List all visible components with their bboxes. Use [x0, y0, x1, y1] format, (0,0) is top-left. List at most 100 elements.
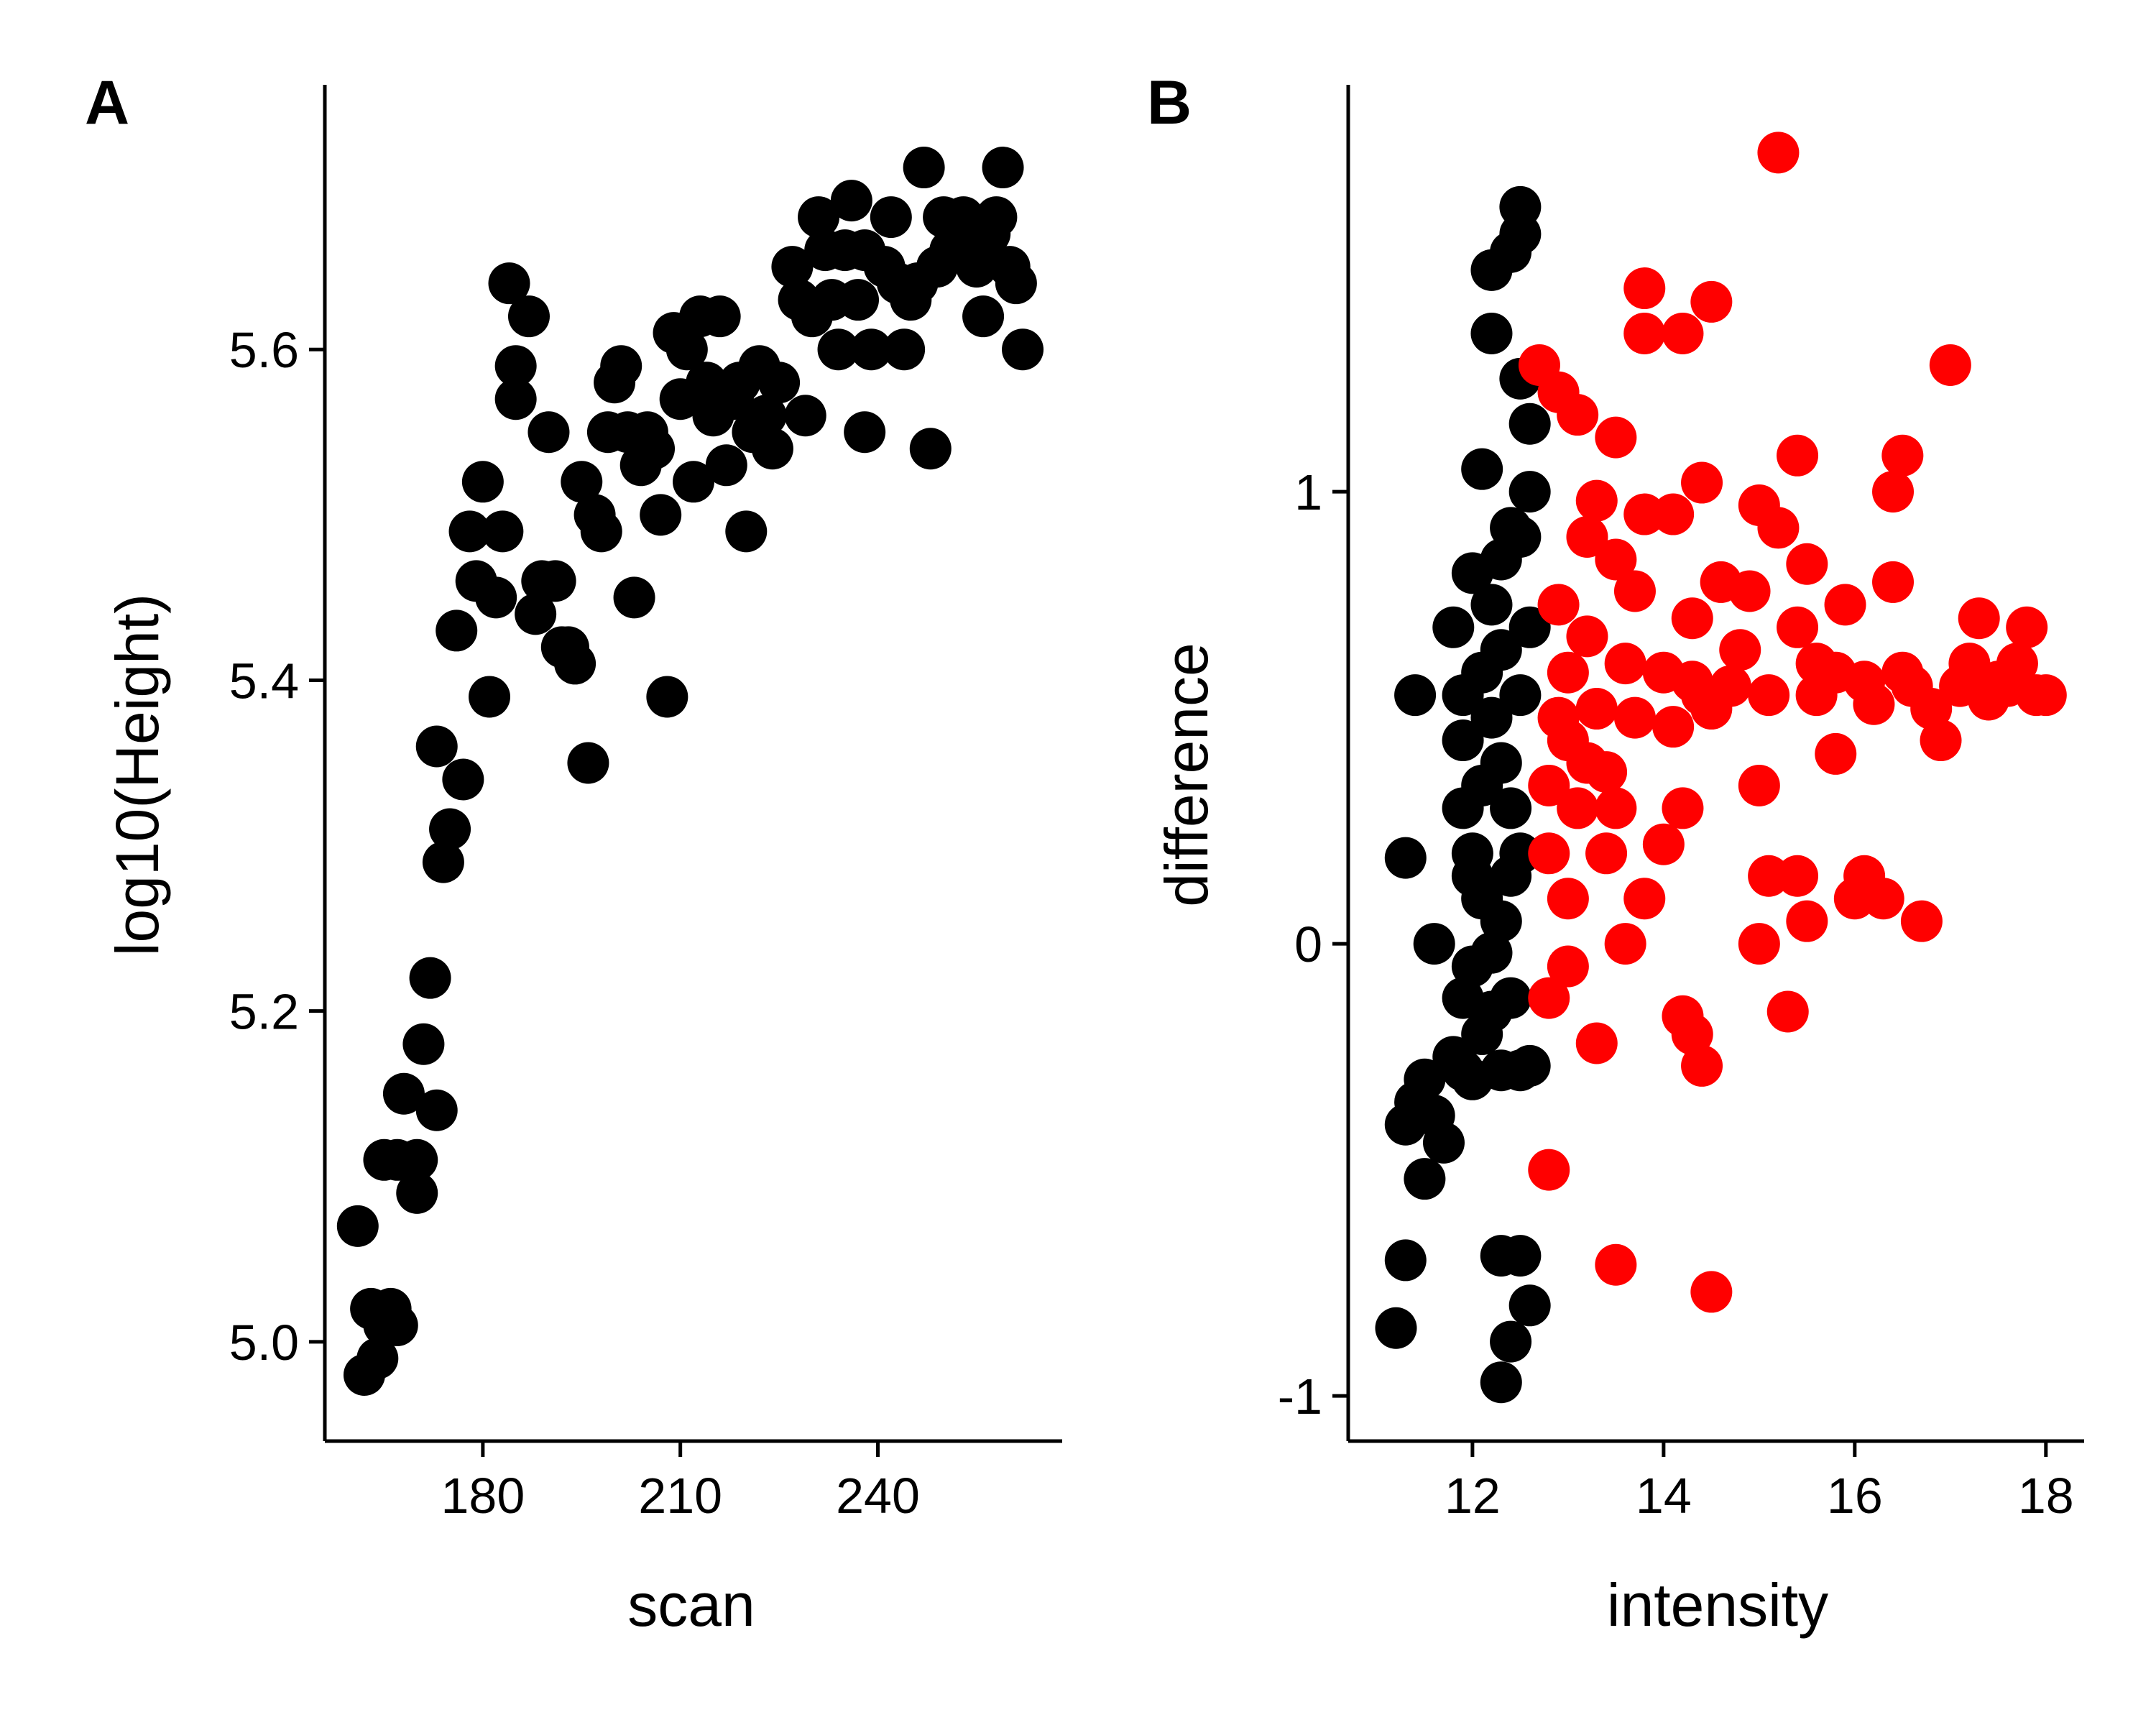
panel-b-series-1-point: [1862, 878, 1904, 920]
panel-a-x-tick-label: 240: [836, 1468, 920, 1524]
panel-a-point: [646, 676, 688, 718]
panel-a-point: [837, 279, 880, 321]
panel-a-point: [382, 1072, 425, 1115]
panel-b-series-0-point: [1470, 696, 1513, 739]
panel-b-series-1-point: [1824, 584, 1866, 626]
panel-b-series-1-point: [1547, 945, 1589, 988]
panel-b-series-1-point: [1528, 832, 1570, 875]
panel-b-series-1-point: [1738, 764, 1780, 806]
panel-b-series-1-point: [1748, 674, 1790, 717]
panel-b-series-1-point: [1595, 787, 1637, 829]
panel-b-series-1-point: [1613, 696, 1656, 739]
panel-a-y-tick-label: 5.2: [229, 984, 299, 1040]
panel-a-point: [751, 428, 793, 470]
panel-a-point: [600, 345, 642, 387]
panel-b-series-0-point: [1499, 1235, 1542, 1277]
panel-b-y-tick-label: -1: [1278, 1368, 1322, 1425]
panel-a-point: [870, 196, 912, 239]
panel-a-point: [494, 378, 537, 420]
panel-b-y-tick-label: 0: [1294, 916, 1322, 972]
panel-a-y-axis-title: log10(Height): [103, 594, 171, 956]
panel-a-point: [665, 328, 708, 371]
panel-a-point: [975, 196, 1018, 239]
panel-a-point: [817, 328, 860, 371]
panel-b-x-tick-label: 16: [1827, 1468, 1883, 1524]
panel-b-series-1-point: [1662, 312, 1704, 354]
panel-b-series-1-point: [1777, 855, 1819, 897]
panel-b: B difference intensity 12 14 16 18 -1 0 1: [1147, 68, 2084, 1639]
panel-a-x-tick-label: 210: [638, 1468, 722, 1524]
panel-b-series-1-point: [1766, 990, 1809, 1033]
panel-a-point: [482, 510, 524, 553]
panel-b-series-0-point: [1413, 923, 1455, 965]
panel-b-series-1-point: [1757, 132, 1800, 174]
panel-a-point: [771, 246, 814, 288]
panel-b-series-1-point: [1557, 787, 1599, 829]
panel-b-series-1-point: [1728, 570, 1771, 612]
panel-a-point: [745, 395, 787, 437]
panel-b-series-1-point: [1690, 280, 1733, 323]
panel-b-series-0-point: [1404, 1158, 1446, 1200]
panel-b-axes: 12 14 16 18 -1 0 1: [1278, 85, 2084, 1524]
panel-a-point: [488, 262, 530, 305]
panel-b-series-0-point: [1375, 1307, 1417, 1349]
panel-b-series-1-point: [1575, 1022, 1618, 1064]
panel-b-series-1-point: [1585, 832, 1628, 875]
panel-b-points: [1375, 132, 2067, 1404]
panel-b-series-1-point: [1575, 688, 1618, 730]
panel-a-point: [909, 428, 952, 470]
panel-a-point: [798, 196, 840, 239]
panel-b-series-1-point: [1671, 1013, 1713, 1055]
panel-b-series-1-point: [1681, 461, 1723, 504]
panel-b-series-1-point: [1623, 493, 1666, 535]
panel-b-series-0-point: [1490, 1320, 1532, 1363]
panel-b-series-0-point: [1442, 977, 1484, 1019]
panel-a-point: [844, 411, 886, 454]
panel-b-series-0-point: [1508, 1284, 1551, 1327]
panel-b-series-1-point: [1777, 606, 1819, 648]
panel-b-series-1-point: [1881, 651, 1924, 694]
panel-a-point: [1002, 328, 1044, 371]
panel-b-series-1-point: [1595, 416, 1637, 459]
panel-b-series-1-point: [1815, 732, 1857, 775]
panel-b-y-tick-label: 1: [1294, 464, 1322, 520]
panel-a-point: [528, 411, 570, 454]
panel-a-point: [640, 494, 682, 536]
panel-a-point: [850, 328, 893, 371]
panel-a-point: [442, 758, 484, 801]
panel-b-series-1-point: [2006, 606, 2048, 648]
panel-a-point: [436, 610, 478, 652]
panel-b-series-1-point: [1872, 561, 1915, 603]
panel-b-series-1-point: [1681, 674, 1723, 717]
panel-b-series-0-point: [1442, 719, 1484, 762]
panel-b-x-tick-label: 18: [2018, 1468, 2074, 1524]
panel-a-letter: A: [85, 68, 129, 137]
panel-b-x-tick-label: 14: [1636, 1468, 1692, 1524]
panel-b-series-1-point: [1566, 516, 1608, 558]
panel-a-point: [699, 295, 741, 338]
panel-a-point: [982, 147, 1024, 189]
panel-b-series-1-point: [1547, 878, 1589, 920]
panel-a-point: [396, 1172, 438, 1214]
panel-a-point: [903, 147, 945, 189]
panel-a-point: [995, 262, 1037, 305]
panel-b-series-1-point: [1537, 584, 1580, 626]
panel-a-point: [415, 1089, 458, 1131]
panel-b-series-0-point: [1480, 1361, 1522, 1404]
panel-b-series-0-point: [1508, 1044, 1551, 1087]
panel-b-series-1-point: [1786, 900, 1828, 942]
panel-a-point: [955, 246, 998, 288]
panel-b-series-1-point: [1681, 1044, 1723, 1087]
panel-a-point: [376, 1304, 418, 1346]
panel-b-series-1-point: [1748, 855, 1790, 897]
panel-b-series-0-point: [1394, 674, 1437, 717]
panel-b-series-0-point: [1461, 764, 1503, 806]
panel-a-point: [494, 345, 537, 387]
panel-b-series-1-point: [1690, 1271, 1733, 1313]
panel-b-series-0-point: [1490, 977, 1532, 1019]
panel-b-series-1-point: [1623, 312, 1666, 354]
panel-a-point: [475, 576, 517, 619]
panel-a-point: [580, 510, 622, 553]
panel-b-series-1-point: [1853, 683, 1895, 725]
